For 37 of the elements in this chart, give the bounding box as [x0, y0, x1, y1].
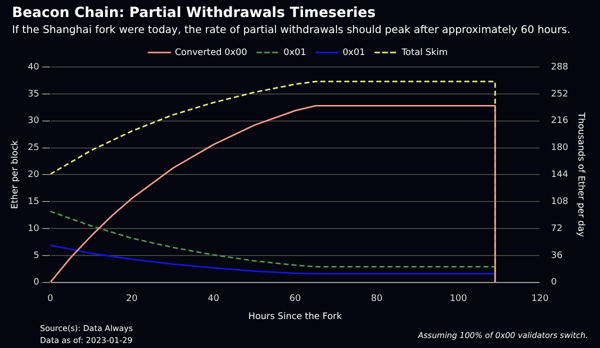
- y2-tick-label: 36: [551, 250, 563, 261]
- y2-tick-label: 216: [551, 116, 568, 126]
- y-tick-label: 0: [34, 278, 40, 288]
- x-tick-label: 120: [531, 294, 549, 304]
- x-tick-label: 80: [371, 294, 383, 304]
- y-tick-label: 30: [28, 116, 40, 126]
- text: Assuming 100% of 0x00 validators switch.: [418, 331, 588, 340]
- y-tick-label: 5: [34, 250, 40, 261]
- chart-subtitle: If the Shanghai fork were today, the rate of partial withdrawals should peak after approximately 60 hours.: [12, 24, 570, 36]
- x-tick-label: 60: [289, 294, 302, 304]
- x-tick-label: 20: [126, 294, 138, 304]
- y2-tick-label: 288: [551, 62, 568, 72]
- x-tick-label: 40: [208, 294, 220, 304]
- y2-tick-label: 144: [551, 170, 568, 180]
- legend-label: Converted 0x00: [174, 48, 248, 58]
- source-note: Source(s): Data Always: [40, 324, 133, 333]
- y-tick-label: 25: [28, 143, 40, 154]
- y2-axis-title: Thousands of Ether per day: [575, 111, 586, 238]
- y-tick-label: 40: [28, 62, 40, 72]
- x-tick-label: 0: [47, 294, 54, 304]
- y2-tick-label: 180: [551, 143, 568, 154]
- y-tick-label: 35: [28, 89, 40, 100]
- y-tick-label: 15: [28, 196, 40, 207]
- y-axis-title: Ether per block: [10, 140, 21, 210]
- y2-tick-label: 252: [551, 89, 568, 100]
- text: Data as of: 2023-01-29: [40, 336, 132, 345]
- legend-label: 0x01: [284, 48, 306, 58]
- y2-tick-label: 108: [551, 196, 568, 207]
- x-tick-label: 100: [450, 294, 468, 304]
- y-tick-label: 10: [28, 224, 40, 234]
- x-axis-title: Hours Since the Fork: [248, 312, 343, 322]
- y2-tick-label: 0: [551, 278, 558, 288]
- chart-title: Beacon Chain: Partial Withdrawals Timeseries: [12, 5, 376, 21]
- legend-label: 0x01: [342, 48, 366, 58]
- y2-tick-label: 72: [551, 224, 562, 234]
- legend-label: Total Skim: [400, 48, 448, 58]
- y-tick-label: 20: [28, 170, 40, 180]
